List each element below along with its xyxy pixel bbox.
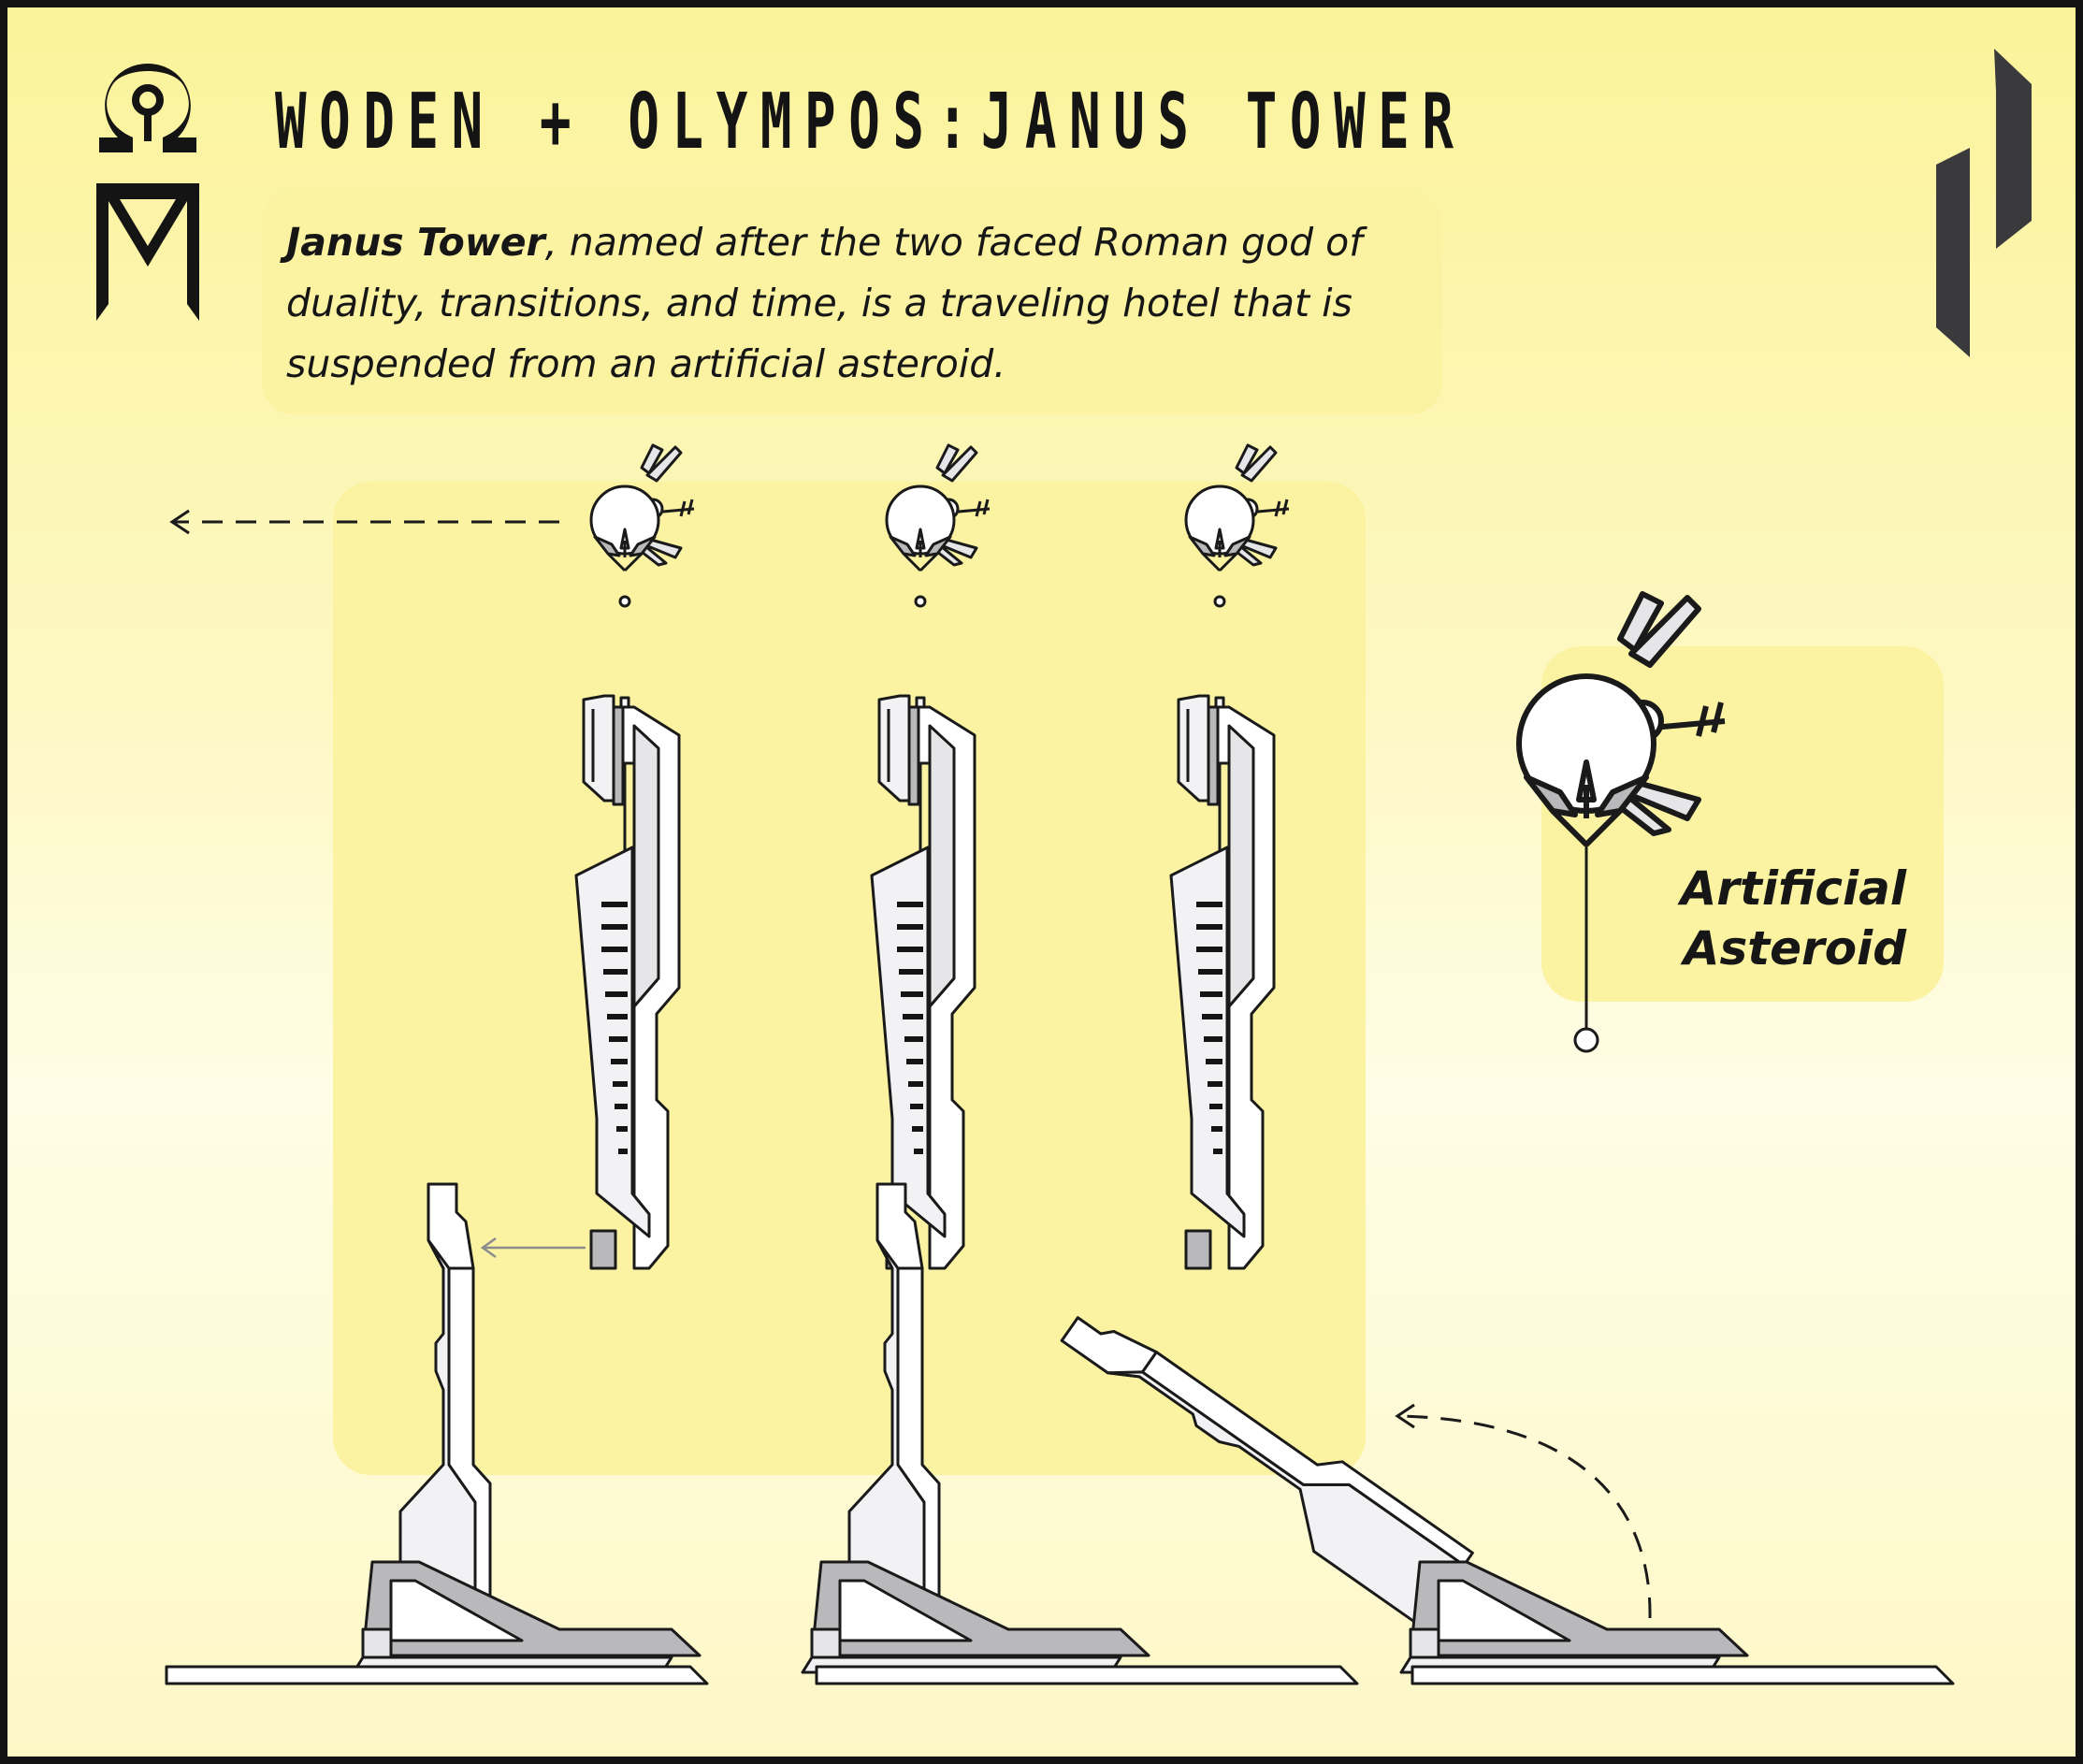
upper-tower-frame-1: [574, 595, 681, 1270]
m-symbol: [96, 183, 199, 321]
arrow-left-icon: [480, 1236, 586, 1259]
tower-name: Janus Tower: [286, 220, 545, 265]
window-strip-frame-3: [1196, 902, 1222, 1154]
asteroid-label: Artificial Asteroid: [1680, 861, 1906, 976]
dock-base-frame-1: [352, 1560, 702, 1674]
dashed-curved-arrow-icon: [1395, 1403, 1652, 1619]
lower-tower-frame-3-tilted: [1044, 1288, 1474, 1628]
asteroid-icon-frame-2: [885, 443, 991, 572]
ground-frame-3: [1410, 1665, 1955, 1685]
asteroid-icon-frame-1: [589, 443, 696, 572]
dock-base-frame-2: [801, 1560, 1150, 1674]
description-panel: Janus Tower, named after the two faced R…: [262, 190, 1442, 414]
ground-frame-2: [815, 1665, 1359, 1685]
ground-frame-1: [165, 1665, 709, 1685]
upper-tower-frame-2: [870, 595, 976, 1270]
window-strip-frame-1: [601, 902, 628, 1154]
asteroid-icon-frame-3: [1184, 443, 1291, 572]
dashed-arrow-left-icon: [169, 509, 559, 535]
page-title: WODEN + OLYMPOS:JANUS TOWER: [275, 78, 1467, 166]
window-strip-frame-2: [897, 902, 923, 1154]
omega-symbol: [99, 64, 196, 152]
angular-p-logo-icon: [1936, 49, 2032, 357]
frame-1-detached: [165, 443, 709, 1685]
janus-tower-diagram: [165, 443, 1955, 1685]
artificial-asteroid-large: [1519, 594, 1725, 1053]
frame-2-docked: [801, 443, 1359, 1685]
omega-m-logo-icon: [96, 64, 199, 321]
frame-3-rotating: [1044, 443, 1955, 1685]
dock-base-frame-3: [1399, 1560, 1749, 1674]
upper-tower-frame-3: [1169, 595, 1276, 1270]
description-text: , named after the two faced Roman god of…: [286, 220, 1363, 386]
